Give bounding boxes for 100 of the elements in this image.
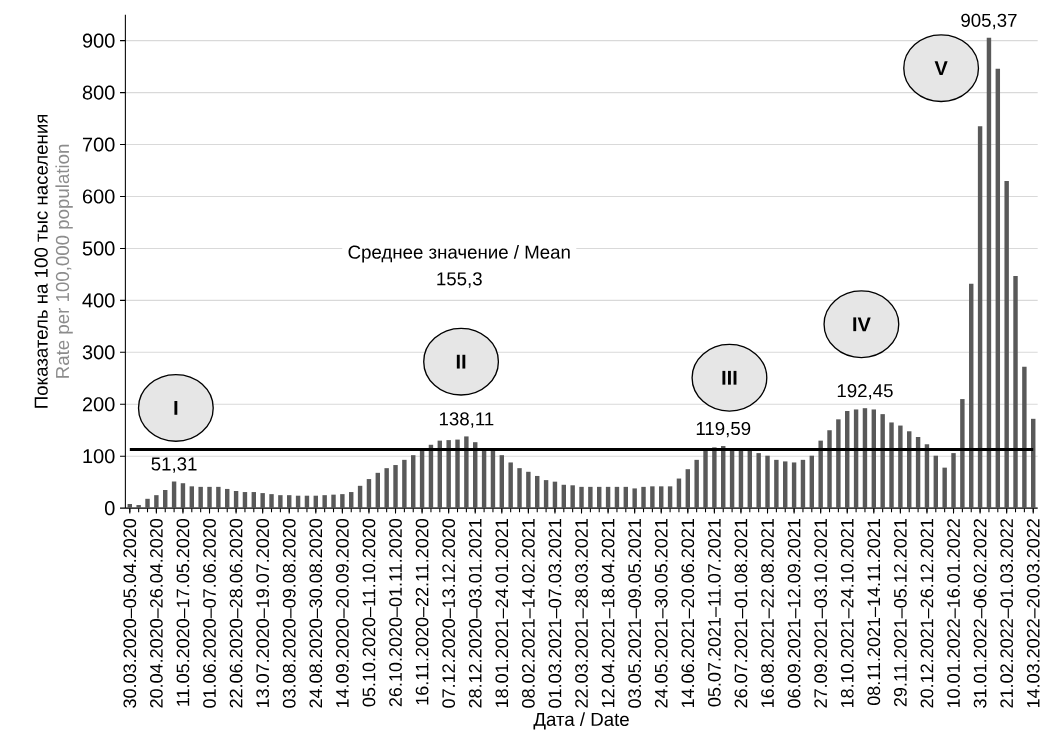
- y-tick-label: 400: [82, 293, 115, 308]
- bar: [517, 468, 522, 509]
- x-tick-label: 16.08.2021–22.08.2021: [761, 519, 774, 708]
- x-tick-label: 20.04.2020–26.04.2020: [150, 519, 163, 708]
- bar: [898, 425, 903, 509]
- bar: [260, 493, 265, 509]
- x-tick-label: 06.09.2021–12.09.2021: [787, 519, 801, 708]
- data-label: 192,45: [837, 384, 893, 400]
- x-tick-label: 03.08.2020–09.08.2020: [282, 519, 296, 708]
- bar: [154, 495, 159, 509]
- bar: [836, 419, 841, 509]
- x-tick-label: 14.06.2021–20.06.2021: [681, 519, 695, 708]
- x-tick-label: 28.12.2020–03.01.2021: [468, 519, 482, 708]
- x-tick-label: 12.04.2021–18.04.2021: [601, 519, 615, 708]
- bar: [278, 495, 283, 509]
- bar: [712, 447, 717, 509]
- bar: [632, 488, 637, 509]
- x-tick-label: 05.07.2021–11.07.2021: [708, 519, 721, 707]
- y-axis-title: Показатель на 100 тыс населения: [34, 115, 48, 408]
- x-tick-label: 03.05.2021–09.05.2021: [628, 519, 642, 708]
- bar: [287, 495, 292, 509]
- y-tick-label: 100: [83, 449, 115, 464]
- x-tick-label: 05.10.2020–11.10.2020: [362, 519, 376, 707]
- bar: [1022, 367, 1027, 509]
- bar: [543, 480, 549, 509]
- bar: [579, 487, 584, 509]
- bar: [933, 455, 939, 509]
- annotation: V: [934, 61, 948, 76]
- bar: [1013, 276, 1018, 509]
- y-tick-label: 800: [82, 85, 115, 100]
- bar: [641, 487, 646, 509]
- bar: [774, 460, 779, 509]
- bar: [419, 451, 425, 509]
- x-tick-label: 18.01.2021–24.01.2021: [495, 519, 509, 708]
- y-tick-label: 200: [82, 397, 115, 412]
- x-tick-label: 30.03.2020–05.04.2020: [123, 519, 137, 708]
- x-tick-label: 07.12.2020–13.12.2020: [442, 519, 456, 708]
- bar: [756, 453, 761, 509]
- bar: [818, 440, 823, 509]
- x-tick-label: 01.03.2021–07.03.2021: [548, 519, 562, 708]
- bar: [375, 473, 381, 509]
- bar: [216, 487, 221, 509]
- bar: [659, 486, 664, 509]
- bar: [951, 453, 956, 509]
- bar: [393, 465, 398, 509]
- bar: [446, 440, 451, 509]
- x-tick-label: 14.09.2020–20.09.2020: [336, 519, 349, 708]
- bar: [791, 462, 797, 509]
- annotation: Среднее значение / Mean: [348, 245, 570, 263]
- x-tick-label: 08.11.2021–14.11.2021: [867, 519, 881, 706]
- x-tick-label: 26.10.2020–01.11.2020: [389, 519, 402, 707]
- data-label: 905,37: [961, 13, 1017, 30]
- bar: [207, 487, 212, 509]
- x-tick-label: 27.09.2021–03.10.2021: [814, 519, 828, 708]
- data-label: 51,31: [151, 457, 197, 473]
- x-tick-label: 24.05.2021–30.05.2021: [654, 519, 668, 708]
- bar: [384, 468, 389, 509]
- bar: [960, 399, 965, 509]
- bar: [800, 460, 806, 509]
- x-tick-label: 13.07.2020–19.07.2020: [256, 519, 270, 708]
- bar: [703, 450, 708, 509]
- bar: [995, 68, 1001, 509]
- bar: [570, 485, 575, 509]
- bar: [366, 479, 372, 509]
- x-tick-label: 01.06.2020–07.06.2020: [203, 519, 216, 708]
- x-tick-label: 26.07.2021–01.08.2021: [734, 519, 748, 708]
- bar: [685, 469, 691, 509]
- x-tick-label: 22.03.2021–28.03.2021: [575, 519, 588, 708]
- annotation: IV: [853, 317, 871, 332]
- bar: [242, 492, 248, 509]
- bar: [526, 472, 531, 509]
- x-tick-label: 14.03.2022–20.03.2022: [1026, 519, 1040, 708]
- y-tick-label: 900: [82, 33, 115, 48]
- y-tick-label: 500: [82, 241, 115, 256]
- bar: [650, 486, 655, 509]
- x-tick-label: 21.02.2022–01.03.2022: [1000, 519, 1014, 708]
- data-label: 119,59: [696, 422, 751, 438]
- bar: [535, 476, 540, 509]
- bar: [402, 460, 407, 509]
- x-tick-label: 16.11.2020–22.11.2020: [415, 519, 429, 705]
- y-tick-label: 0: [104, 501, 115, 516]
- bar: [942, 467, 947, 509]
- x-tick-label: 18.10.2021–24.10.2021: [840, 519, 854, 708]
- x-tick-label: 29.11.2021–05.12.2021: [894, 519, 907, 707]
- x-tick-label: 08.02.2021–14.02.2021: [522, 519, 535, 708]
- bar: [889, 422, 894, 509]
- bar: [667, 486, 673, 509]
- bar: [1004, 181, 1009, 509]
- x-tick-label: 20.12.2021–26.12.2021: [920, 519, 934, 708]
- data-label: 138,11: [439, 412, 494, 428]
- bar: [455, 439, 460, 509]
- bar: [411, 455, 416, 509]
- bar: [783, 461, 788, 509]
- bar: [251, 492, 257, 509]
- bar: [145, 499, 150, 509]
- text: Rate per 100,000 population: [55, 145, 73, 378]
- annotation: 155,3: [437, 272, 482, 288]
- annotation: II: [456, 355, 466, 369]
- bar: [809, 455, 815, 509]
- y-tick-label: 600: [82, 189, 115, 204]
